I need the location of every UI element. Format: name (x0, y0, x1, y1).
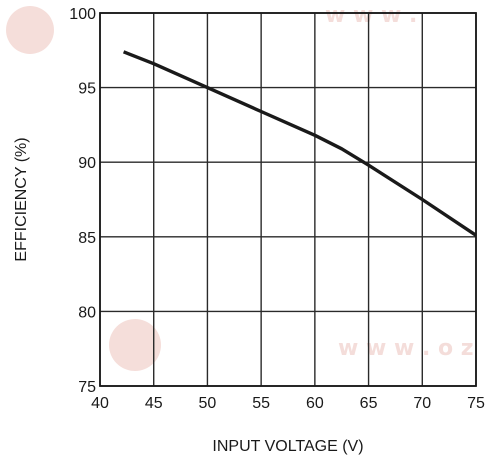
tick-labels: 40 45 50 55 60 65 70 75 75 80 85 90 95 100 (69, 6, 485, 412)
x-tick-label: 70 (413, 395, 431, 412)
y-tick-label: 95 (78, 81, 96, 98)
efficiency-line (122, 50, 477, 237)
x-tick-label: 65 (360, 395, 378, 412)
y-tick-label: 75 (78, 379, 96, 396)
y-tick-label: 80 (78, 304, 96, 321)
x-tick-label: 40 (91, 395, 109, 412)
watermark-text: w w w . (325, 3, 417, 28)
x-tick-label: 75 (467, 395, 485, 412)
y-axis-title: EFFICIENCY (%) (13, 137, 30, 261)
x-axis-title: INPUT VOLTAGE (V) (212, 438, 363, 455)
x-tick-label: 45 (145, 395, 163, 412)
series-layer (122, 50, 477, 237)
x-tick-label: 55 (252, 395, 270, 412)
y-tick-label: 85 (78, 230, 96, 247)
watermark-text: w w w . o z (338, 336, 474, 361)
watermark-logo-icon (109, 319, 161, 371)
watermark-logo-icon (6, 6, 54, 54)
y-tick-label: 90 (78, 155, 96, 172)
x-tick-label: 50 (199, 395, 217, 412)
plot-frame (99, 12, 477, 387)
y-tick-label: 100 (69, 6, 96, 23)
x-tick-label: 60 (306, 395, 324, 412)
watermark: w w w . w w w . o z (6, 3, 474, 371)
